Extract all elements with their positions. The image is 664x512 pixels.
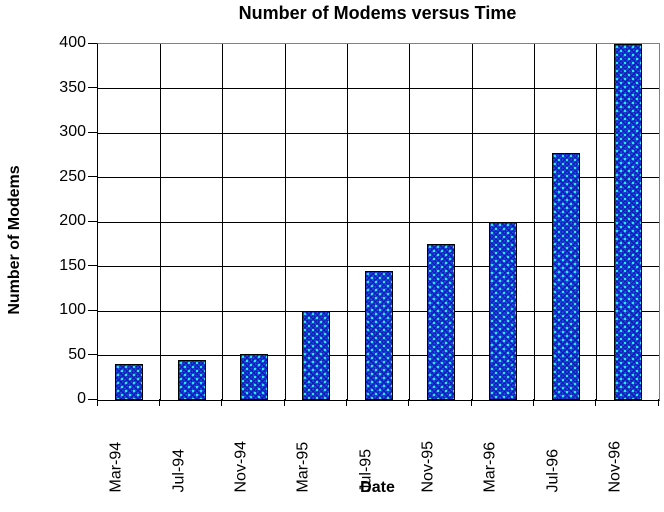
y-tick-label: 150 bbox=[59, 256, 86, 274]
x-axis-tick bbox=[283, 399, 285, 406]
x-axis-tick bbox=[96, 399, 98, 406]
y-axis-tick bbox=[88, 87, 97, 88]
x-axis-tick bbox=[595, 399, 597, 406]
y-tick-label: 250 bbox=[59, 167, 86, 185]
x-axis-tick bbox=[657, 399, 659, 406]
y-gridline bbox=[98, 221, 659, 223]
x-tick-label: Mar-95 bbox=[294, 441, 312, 493]
chart-title: Number of Modems versus Time bbox=[238, 3, 517, 23]
y-axis-tick bbox=[88, 309, 97, 311]
bar-nov-96 bbox=[613, 44, 642, 400]
y-axis-tick bbox=[88, 131, 97, 133]
x-tick-label: Nov-96 bbox=[606, 440, 624, 493]
x-gridline bbox=[596, 44, 598, 400]
x-axis-tick bbox=[532, 399, 534, 406]
bar-jul-95 bbox=[364, 270, 393, 400]
bar-nov-94 bbox=[239, 353, 268, 400]
plot-area bbox=[97, 43, 660, 401]
x-tick-label: Nov-94 bbox=[232, 440, 250, 493]
x-tick-label: Jul-96 bbox=[544, 448, 561, 493]
x-tick-label: Jul-94 bbox=[170, 448, 187, 493]
x-gridline bbox=[471, 44, 473, 400]
bar-mar-96 bbox=[489, 222, 518, 400]
y-tick-label: 100 bbox=[59, 301, 86, 318]
bar-mar-94 bbox=[115, 364, 144, 400]
y-tick-label: 50 bbox=[68, 345, 86, 363]
y-axis-tick bbox=[88, 265, 97, 266]
x-tick-label: Nov-95 bbox=[419, 440, 437, 493]
x-axis-tick bbox=[158, 399, 160, 406]
y-tick-label: 200 bbox=[59, 212, 86, 229]
bar-jul-94 bbox=[177, 359, 206, 400]
y-axis-tick bbox=[88, 176, 97, 177]
bar-nov-95 bbox=[426, 244, 455, 400]
y-axis-title: Number of Modems bbox=[6, 165, 23, 315]
y-tick-label: 400 bbox=[59, 34, 86, 51]
x-tick-label: Mar-96 bbox=[481, 441, 499, 493]
bar-mar-95 bbox=[302, 311, 331, 400]
y-gridline bbox=[98, 132, 659, 134]
x-gridline bbox=[222, 44, 224, 400]
x-gridline bbox=[284, 44, 286, 400]
x-tick-label: Jul-95 bbox=[357, 448, 374, 493]
y-axis-tick bbox=[88, 354, 97, 355]
y-axis-tick bbox=[88, 220, 97, 222]
x-axis-title: Date bbox=[360, 479, 395, 496]
y-tick-label: 0 bbox=[77, 390, 86, 407]
y-gridline bbox=[98, 266, 659, 267]
y-axis-tick bbox=[88, 398, 97, 400]
y-gridline bbox=[98, 177, 659, 178]
y-axis-tick bbox=[88, 42, 97, 44]
y-gridline bbox=[98, 88, 659, 89]
x-axis-tick bbox=[345, 399, 347, 406]
x-axis-tick bbox=[221, 399, 223, 406]
bar-jul-96 bbox=[551, 153, 580, 400]
x-gridline bbox=[409, 44, 411, 400]
x-axis-tick bbox=[408, 399, 410, 406]
y-tick-label: 350 bbox=[59, 78, 86, 96]
x-tick-label: Mar-94 bbox=[107, 441, 125, 493]
x-gridline bbox=[533, 44, 535, 400]
y-tick-label: 300 bbox=[59, 123, 86, 140]
x-axis-tick bbox=[470, 399, 472, 406]
x-gridline bbox=[346, 44, 348, 400]
x-gridline bbox=[159, 44, 161, 400]
